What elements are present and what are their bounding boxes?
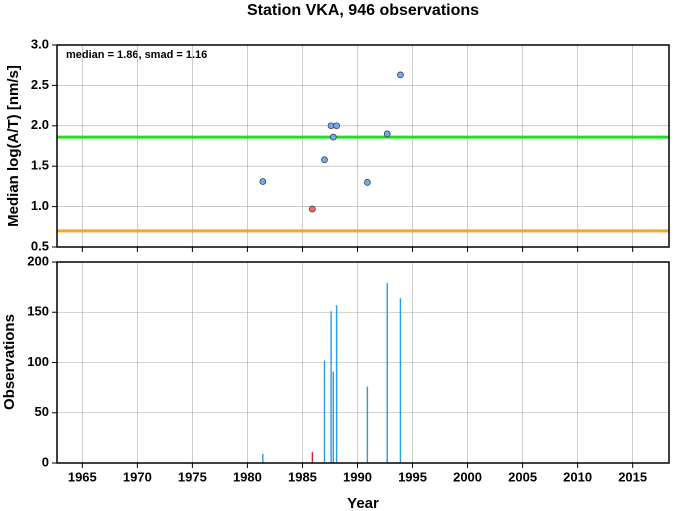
point: [333, 122, 340, 130]
y-tick-label: 2.5: [31, 77, 49, 92]
x-axis-label: Year: [347, 495, 379, 511]
bar: [330, 311, 332, 463]
y-tick-label: 0: [42, 454, 49, 469]
x-tick-label: 1965: [68, 469, 97, 484]
point: [309, 205, 316, 213]
plot-frame: [56, 44, 670, 248]
point: [383, 130, 391, 138]
plot-frame: [56, 261, 670, 464]
x-tick-label: 2015: [618, 469, 647, 484]
bar: [332, 371, 334, 463]
bar: [399, 298, 402, 463]
bar: [386, 283, 388, 463]
chart-title: Station VKA, 946 observations: [247, 2, 479, 19]
point: [327, 122, 335, 130]
y-tick-label: 2.0: [31, 117, 49, 132]
x-tick-label: 1985: [288, 469, 317, 484]
x-tick-label: 1995: [398, 469, 427, 484]
x-tick-label: 2010: [563, 469, 592, 484]
bar: [366, 386, 369, 463]
annotation: median = 1.86, smad = 1.16: [66, 49, 207, 61]
x-tick-label: 2005: [508, 469, 537, 484]
y-tick-label: 200: [27, 253, 49, 268]
bar: [335, 305, 338, 463]
bar: [262, 453, 264, 463]
y-tick-label: 150: [27, 304, 49, 319]
y-tick-label: 100: [27, 354, 49, 369]
x-tick-label: 1970: [123, 469, 152, 484]
point: [397, 71, 404, 79]
x-tick-label: 1990: [343, 469, 372, 484]
y-tick-label: 3.0: [31, 36, 49, 51]
bar: [323, 360, 326, 463]
bar: [311, 451, 314, 463]
x-tick-label: 2000: [453, 469, 482, 484]
point: [329, 133, 337, 141]
point: [321, 156, 328, 164]
point: [364, 179, 371, 186]
y-axis-label: Median log(A/T) [nm/s]: [5, 65, 22, 227]
y-tick-label: 1.5: [31, 158, 49, 173]
x-tick-label: 1980: [233, 469, 262, 484]
point: [259, 178, 267, 185]
y-tick-label: 0.5: [31, 238, 49, 253]
y-axis-label: Observations: [1, 314, 18, 410]
x-tick-label: 1975: [178, 469, 207, 484]
y-tick-label: 1.0: [31, 198, 49, 213]
y-tick-label: 50: [35, 404, 49, 419]
